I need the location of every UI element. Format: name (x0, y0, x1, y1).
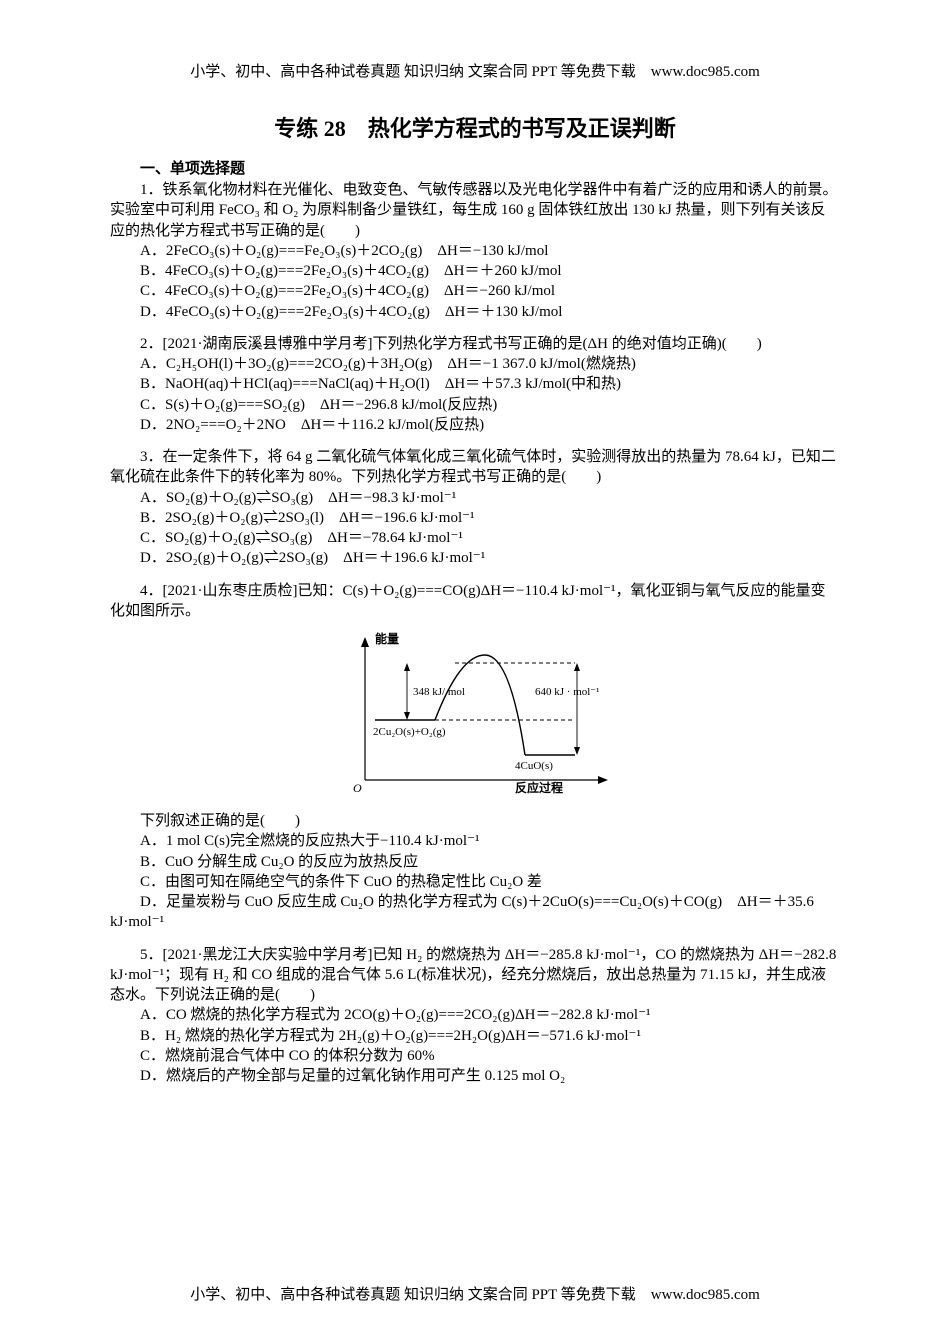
question-5: 5．[2021·黑龙江大庆实验中学月考]已知 H₂ 的燃烧热为 ΔH＝−285.… (110, 945, 840, 1087)
question-2: 2．[2021·湖南辰溪县博雅中学月考]下列热化学方程式书写正确的是(ΔH 的绝… (110, 334, 840, 435)
figure-origin: O (353, 781, 362, 795)
q4-option-c: C．由图可知在隔绝空气的条件下 CuO 的热稳定性比 Cu₂O 差 (110, 872, 840, 892)
figure-ylabel: 能量 (375, 631, 399, 646)
q4-option-d: D．足量炭粉与 CuO 反应生成 Cu₂O 的热化学方程式为 C(s)＋2CuO… (110, 892, 840, 933)
figure-drop-label: 640 kJ · mol⁻¹ (535, 686, 599, 698)
q5-option-b: B．H₂ 燃烧的热化学方程式为 2H₂(g)＋O₂(g)===2H₂O(g)ΔH… (110, 1026, 840, 1046)
figure-start-species: 2Cu₂O(s)+O₂(g) (373, 726, 446, 738)
q2-option-d: D．2NO₂===O₂＋2NO ΔH＝＋116.2 kJ/mol(反应热) (110, 415, 840, 435)
figure-end-species: 4CuO(s) (515, 760, 553, 772)
q5-option-c: C．燃烧前混合气体中 CO 的体积分数为 60% (110, 1046, 840, 1066)
q4-body: 4．[2021·山东枣庄质检]已知：C(s)＋O₂(g)===CO(g)ΔH＝−… (110, 581, 840, 622)
q2-option-a: A．C₂H₅OH(l)＋3O₂(g)===2CO₂(g)＋3H₂O(g) ΔH＝… (110, 354, 840, 374)
q1-option-a: A．2FeCO₃(s)＋O₂(g)===Fe₂O₃(s)＋2CO₂(g) ΔH＝… (110, 241, 840, 261)
q4-option-a: A．1 mol C(s)完全燃烧的反应热大于−110.4 kJ·mol⁻¹ (110, 831, 840, 851)
figure-peak-label: 348 kJ/ mol (413, 686, 465, 698)
q2-body: 2．[2021·湖南辰溪县博雅中学月考]下列热化学方程式书写正确的是(ΔH 的绝… (110, 334, 840, 354)
q4-option-b: B．CuO 分解生成 Cu₂O 的反应为放热反应 (110, 852, 840, 872)
question-1: 1．铁系氧化物材料在光催化、电致变色、气敏传感器以及光电化学器件中有着广泛的应用… (110, 180, 840, 322)
q5-body: 5．[2021·黑龙江大庆实验中学月考]已知 H₂ 的燃烧热为 ΔH＝−285.… (110, 945, 840, 1006)
q2-option-c: C．S(s)＋O₂(g)===SO₂(g) ΔH＝−296.8 kJ/mol(反… (110, 395, 840, 415)
q1-option-b: B．4FeCO₃(s)＋O₂(g)===2Fe₂O₃(s)＋4CO₂(g) ΔH… (110, 261, 840, 281)
page-footer: 小学、初中、高中各种试卷真题 知识归纳 文案合同 PPT 等免费下载 www.d… (110, 1283, 840, 1304)
q3-body: 3．在一定条件下，将 64 g 二氧化硫气体氧化成三氧化硫气体时，实验测得放出的… (110, 447, 840, 488)
q3-option-c: C．SO₂(g)＋O₂(g)⇌SO₃(g) ΔH＝−78.64 kJ·mol⁻¹ (110, 528, 840, 548)
main-title: 专练 28 热化学方程式的书写及正误判断 (110, 111, 840, 143)
q1-option-c: C．4FeCO₃(s)＋O₂(g)===2Fe₂O₃(s)＋4CO₂(g) ΔH… (110, 281, 840, 301)
q5-option-d: D．燃烧后的产物全部与足量的过氧化钠作用可产生 0.125 mol O₂ (110, 1066, 840, 1086)
figure-xlabel: 反应过程 (515, 780, 563, 795)
page-header: 小学、初中、高中各种试卷真题 知识归纳 文案合同 PPT 等免费下载 www.d… (110, 60, 840, 81)
q1-option-d: D．4FeCO₃(s)＋O₂(g)===2Fe₂O₃(s)＋4CO₂(g) ΔH… (110, 302, 840, 322)
q3-option-b: B．2SO₂(g)＋O₂(g)⇌2SO₃(l) ΔH＝−196.6 kJ·mol… (110, 508, 840, 528)
q3-option-a: A．SO₂(g)＋O₂(g)⇌SO₃(g) ΔH＝−98.3 kJ·mol⁻¹ (110, 488, 840, 508)
energy-diagram-figure: 能量 O 反应过程 348 kJ/ mol (110, 625, 840, 805)
question-3: 3．在一定条件下，将 64 g 二氧化硫气体氧化成三氧化硫气体时，实验测得放出的… (110, 447, 840, 569)
q2-option-b: B．NaOH(aq)＋HCl(aq)===NaCl(aq)＋H₂O(l) ΔH＝… (110, 374, 840, 394)
q5-option-a: A．CO 燃烧的热化学方程式为 2CO(g)＋O₂(g)===2CO₂(g)ΔH… (110, 1005, 840, 1025)
q1-body: 1．铁系氧化物材料在光催化、电致变色、气敏传感器以及光电化学器件中有着广泛的应用… (110, 180, 840, 241)
section-header: 一、单项选择题 (110, 157, 840, 178)
q4-after: 下列叙述正确的是( ) (110, 811, 840, 831)
q3-option-d: D．2SO₂(g)＋O₂(g)⇌2SO₃(g) ΔH＝＋196.6 kJ·mol… (110, 548, 840, 568)
question-4: 4．[2021·山东枣庄质检]已知：C(s)＋O₂(g)===CO(g)ΔH＝−… (110, 581, 840, 933)
